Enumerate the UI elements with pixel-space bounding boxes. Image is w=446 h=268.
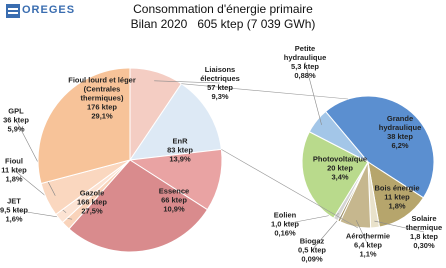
slice-name: Fioul: [5, 156, 23, 166]
slice-name: JET: [7, 196, 21, 206]
slice-percent: 0,16%: [274, 228, 296, 238]
slice-label: Fioul lourd et léger (Centrales thermiqu…: [62, 76, 142, 121]
logo: OREGES: [22, 4, 76, 16]
slice-name: Essence: [158, 186, 190, 196]
slice-value: 6,4 ktep: [354, 240, 382, 250]
slice-label: Photovoltaïque 20 ktep 3,4%: [310, 155, 370, 182]
pie-slice: [37, 67, 131, 185]
slice-value: 20 ktep: [327, 163, 353, 173]
slice-value: 83 ktep: [167, 145, 193, 155]
slice-name: Eolien: [273, 210, 297, 220]
pie-slice: [128, 82, 222, 161]
slice-label: GPL 36 ktep 5,9%: [1, 107, 31, 134]
pie-slice: [324, 95, 435, 199]
slice-label: Bois énergie 11 ktep 1,8%: [375, 184, 420, 211]
slice-value: 66 ktep: [161, 195, 187, 205]
slice-value: 11 ktep: [384, 192, 410, 202]
slice-value: 9,5 ktep: [0, 205, 28, 215]
slice-percent: 0,88%: [294, 71, 316, 80]
pie-slice: [68, 159, 209, 253]
slice-name: Photovoltaïque: [312, 154, 368, 164]
slice-percent: 1,1%: [359, 249, 377, 259]
slice-value: 176 ktep: [86, 102, 118, 112]
slice-name: Petite hydraulique: [283, 44, 327, 62]
slice-percent: 10,9%: [163, 204, 185, 214]
slice-label: Gazole 166 ktep 27,5%: [67, 189, 117, 216]
slice-label: Liaisons électriques 57 ktep 9,3%: [185, 65, 255, 101]
pie-slice: [308, 110, 369, 163]
slice-label: Eolien 1,0 ktep 0,16%: [268, 211, 303, 238]
slice-percent: 6,2%: [391, 141, 409, 150]
slice-value: 1,0 ktep: [271, 219, 299, 229]
slice-label: Essence 66 ktep 10,9%: [152, 187, 197, 214]
slice-percent: 0,30%: [413, 241, 435, 250]
slice-name: Gazole: [79, 188, 105, 198]
slice-name: GPL: [8, 106, 24, 116]
leader-line: [15, 119, 56, 196]
slice-label: JET 9,5 ktep 1,6%: [0, 197, 29, 224]
slice-value: 36 ktep: [3, 115, 29, 125]
slice-percent: 0,09%: [301, 254, 323, 264]
slice-label: Solaire thermique 1,8 ktep 0,30%: [404, 214, 444, 250]
leader-line: [355, 220, 369, 246]
slice-label: EnR 83 ktep 13,9%: [160, 137, 200, 164]
pie-slice: [367, 160, 425, 228]
chart-title: Consommation d'énergie primaire: [133, 2, 313, 16]
slice-value: 38 ktep: [387, 132, 413, 141]
slice-label: Grande hydraulique 38 ktep 6,2%: [365, 114, 435, 150]
slice-name: Biogaz: [299, 236, 325, 246]
leader-line: [311, 215, 342, 251]
slice-name: Aérothermie: [345, 231, 391, 241]
pie-slice: [301, 131, 369, 219]
slice-percent: 1,6%: [5, 214, 23, 224]
slice-name: Grande hydraulique: [378, 114, 422, 132]
logo-mark: [8, 12, 18, 14]
leader-line: [374, 220, 425, 233]
connector-line: [181, 83, 349, 100]
slice-percent: 13,9%: [169, 154, 191, 164]
slice-label: Petite hydraulique 5,3 ktep 0,88%: [280, 44, 330, 80]
logo-mark: [6, 4, 20, 18]
slice-value: 11 ktep: [1, 165, 27, 175]
slice-percent: 29,1%: [91, 111, 113, 121]
slice-value: 1,8 ktep: [410, 232, 438, 241]
slice-percent: 5,9%: [7, 124, 25, 134]
slice-value: 57 ktep: [207, 83, 233, 92]
slice-name: Fioul lourd et léger (Centrales thermiqu…: [68, 75, 136, 103]
slice-name: Bois énergie: [374, 183, 420, 193]
slice-name: Liaisons électriques: [200, 65, 240, 83]
slice-value: 0,5 ktep: [298, 245, 326, 255]
slice-percent: 3,4%: [331, 172, 349, 182]
slice-label: Fioul 11 ktep 1,8%: [0, 157, 29, 184]
slice-name: Solaire thermique: [405, 214, 443, 232]
slice-value: 5,3 ktep: [291, 62, 319, 71]
leader-line: [304, 61, 322, 125]
slice-percent: 1,8%: [388, 201, 406, 211]
slice-label: Aérothermie 6,4 ktep 1,1%: [344, 232, 392, 259]
slice-percent: 1,8%: [5, 174, 23, 184]
slice-percent: 27,5%: [81, 206, 103, 216]
chart-subtitle: Bilan 2020 605 ktep (7 039 GWh): [130, 17, 316, 31]
logo-mark: [8, 8, 18, 10]
slice-label: Biogaz 0,5 ktep 0,09%: [295, 237, 330, 264]
slice-value: 166 ktep: [76, 197, 108, 207]
slice-name: EnR: [172, 136, 188, 146]
connector-line: [221, 149, 359, 229]
leader-line: [154, 80, 221, 84]
slice-percent: 9,3%: [211, 92, 229, 101]
